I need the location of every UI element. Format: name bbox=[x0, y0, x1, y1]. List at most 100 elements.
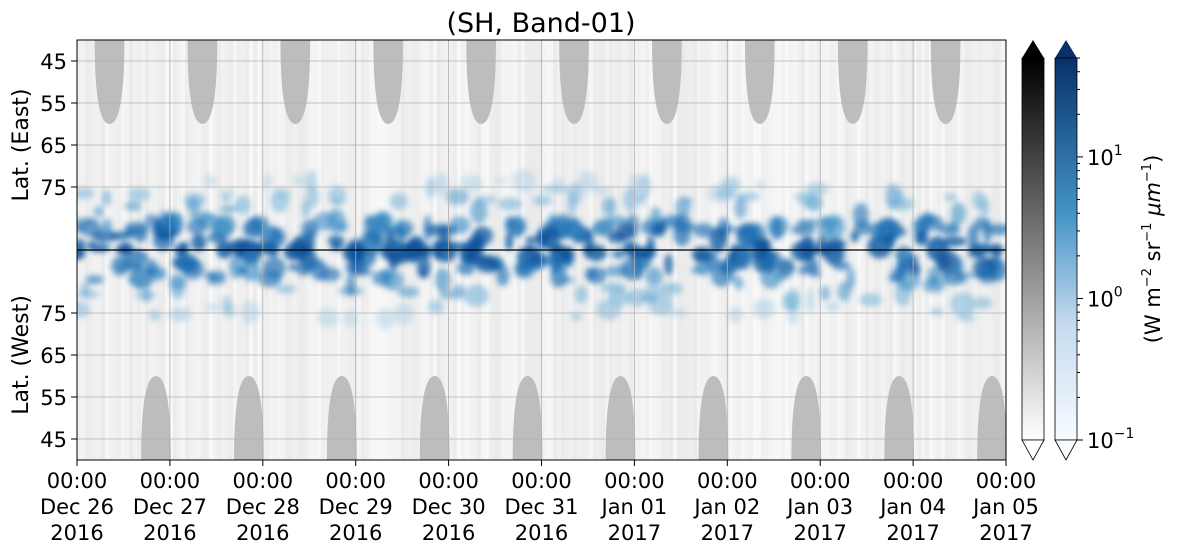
aurora-radiance-patch bbox=[187, 218, 208, 235]
x-tick-label: Jan 04 bbox=[878, 495, 946, 519]
x-tick-label: Jan 05 bbox=[971, 495, 1039, 519]
aurora-radiance-patch bbox=[817, 215, 840, 229]
aurora-radiance-patch bbox=[967, 224, 979, 249]
y-tick-label: 45 bbox=[40, 428, 67, 452]
aurora-radiance-patch bbox=[148, 309, 161, 322]
aurora-radiance-patch bbox=[820, 285, 831, 302]
aurora-radiance-patch bbox=[944, 193, 958, 202]
aurora-radiance-patch bbox=[222, 295, 232, 316]
aurora-radiance-patch bbox=[941, 270, 968, 286]
aurora-radiance-patch bbox=[717, 259, 741, 270]
x-tick-label: Dec 28 bbox=[226, 495, 300, 519]
aurora-radiance-patch bbox=[257, 270, 283, 288]
aurora-radiance-patch bbox=[567, 192, 576, 217]
x-tick-label: 00:00 bbox=[604, 469, 665, 493]
aurora-radiance-patch bbox=[930, 307, 944, 316]
aurora-radiance-patch bbox=[643, 286, 662, 295]
aurora-radiance-patch bbox=[327, 235, 345, 247]
aurora-radiance-patch bbox=[726, 253, 736, 262]
aurora-radiance-patch bbox=[586, 267, 607, 284]
aurora-radiance-patch bbox=[910, 262, 921, 276]
colorbar-greys-body bbox=[1021, 57, 1045, 441]
aurora-radiance-patch bbox=[591, 223, 610, 236]
aurora-radiance-patch bbox=[169, 274, 187, 291]
aurora-radiance-patch bbox=[336, 220, 348, 233]
aurora-radiance-patch bbox=[785, 288, 801, 312]
x-tick-label: 2016 bbox=[236, 521, 289, 545]
aurora-radiance-patch bbox=[301, 200, 311, 218]
aurora-radiance-patch bbox=[888, 197, 915, 211]
aurora-radiance-patch bbox=[885, 227, 908, 237]
aurora-radiance-patch bbox=[393, 302, 415, 325]
aurora-radiance-patch bbox=[86, 241, 97, 248]
aurora-radiance-patch bbox=[664, 253, 673, 276]
aurora-radiance-patch bbox=[896, 256, 908, 280]
x-tick-label: Dec 29 bbox=[319, 495, 393, 519]
aurora-radiance-patch bbox=[343, 310, 359, 327]
x-tick-label: Jan 03 bbox=[785, 495, 853, 519]
aurora-radiance-patch bbox=[423, 215, 432, 241]
aurora-radiance-patch bbox=[515, 260, 532, 277]
aurora-radiance-patch bbox=[734, 196, 748, 220]
aurora-radiance-patch bbox=[778, 258, 795, 277]
aurora-radiance-patch bbox=[754, 180, 767, 190]
x-tick-label: Dec 31 bbox=[504, 495, 578, 519]
colorbar-blues bbox=[1054, 40, 1078, 461]
aurora-radiance-patch bbox=[763, 250, 776, 274]
aurora-radiance-patch bbox=[295, 260, 312, 276]
aurora-radiance-patch bbox=[915, 215, 937, 226]
aurora-radiance-patch bbox=[709, 226, 727, 253]
aurora-radiance-patch bbox=[611, 249, 626, 259]
aurora-radiance-patch bbox=[693, 223, 714, 238]
aurora-radiance-patch bbox=[894, 246, 913, 263]
aurora-radiance-patch bbox=[213, 214, 237, 236]
aurora-radiance-patch bbox=[416, 254, 431, 279]
aurora-radiance-patch bbox=[288, 263, 298, 271]
aurora-radiance-patch bbox=[570, 312, 583, 321]
aurora-radiance-patch bbox=[805, 287, 815, 314]
aurora-radiance-patch bbox=[850, 230, 860, 243]
aurora-radiance-patch bbox=[305, 186, 320, 208]
aurora-radiance-patch bbox=[204, 303, 222, 312]
aurora-radiance-patch bbox=[664, 308, 687, 317]
aurora-radiance-patch bbox=[428, 300, 444, 314]
aurora-radiance-patch bbox=[353, 261, 368, 269]
aurora-radiance-patch bbox=[330, 243, 343, 251]
aurora-radiance-patch bbox=[853, 220, 873, 236]
aurora-radiance-patch bbox=[186, 196, 201, 215]
x-tick-label: Jan 02 bbox=[692, 495, 760, 519]
aurora-radiance-patch bbox=[242, 220, 263, 238]
aurora-radiance-patch bbox=[645, 266, 663, 286]
aurora-radiance-patch bbox=[469, 199, 488, 224]
x-tick-label: Jan 01 bbox=[600, 495, 668, 519]
aurora-radiance-patch bbox=[825, 302, 842, 312]
aurora-radiance-patch bbox=[447, 224, 458, 236]
aurora-radiance-patch bbox=[445, 188, 470, 206]
aurora-radiance-patch bbox=[888, 274, 900, 282]
aurora-radiance-patch bbox=[133, 226, 148, 243]
aurora-radiance-patch bbox=[233, 243, 245, 258]
x-tick-label: 00:00 bbox=[511, 469, 572, 493]
aurora-radiance-patch bbox=[577, 171, 598, 193]
aurora-radiance-patch bbox=[304, 170, 317, 192]
colorbar-greys-extend-bottom bbox=[1021, 439, 1045, 461]
aurora-radiance-patch bbox=[213, 270, 227, 285]
aurora-radiance-patch bbox=[574, 285, 588, 304]
y-tick-label: 65 bbox=[40, 134, 67, 158]
aurora-radiance-patch bbox=[270, 188, 289, 213]
aurora-radiance-patch bbox=[145, 259, 158, 277]
aurora-radiance-patch bbox=[218, 189, 236, 198]
aurora-radiance-patch bbox=[553, 177, 564, 186]
aurora-radiance-patch bbox=[109, 231, 132, 241]
aurora-radiance-patch bbox=[384, 240, 411, 265]
aurora-radiance-patch bbox=[550, 266, 568, 288]
aurora-radiance-patch bbox=[832, 261, 851, 271]
aurora-radiance-patch bbox=[439, 290, 455, 300]
aurora-radiance-patch bbox=[204, 174, 216, 188]
aurora-radiance-patch bbox=[542, 184, 569, 194]
aurora-radiance-patch bbox=[929, 274, 939, 285]
colorbar-greys-extend-top bbox=[1022, 40, 1044, 58]
x-tick-label: 00:00 bbox=[140, 469, 201, 493]
aurora-radiance-patch bbox=[313, 212, 338, 231]
aurora-radiance-patch bbox=[727, 273, 737, 283]
